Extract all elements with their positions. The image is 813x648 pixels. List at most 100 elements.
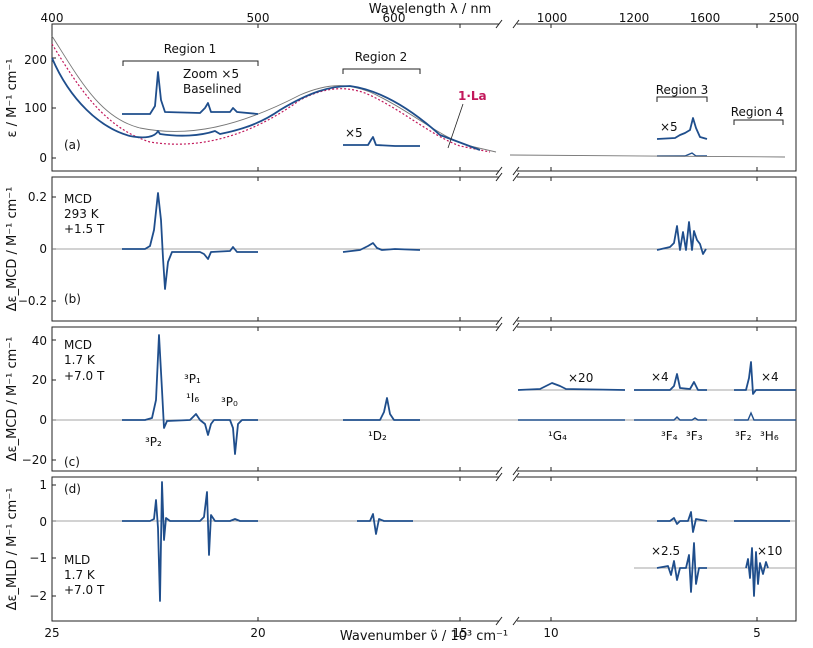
axis-break-mark [495,616,503,626]
region3-multiplier: ×5 [660,120,678,134]
panel-b-ylabel: Δε_MCD / M⁻¹ cm⁻¹ [5,187,20,312]
axis-break-mark [495,172,503,182]
bottom-tick-label: 5 [753,626,761,640]
region3-bracket [656,96,708,102]
top-tick-label: 2500 [769,11,800,25]
axis-break-mark [512,316,520,326]
top-tick-label: 500 [247,11,270,25]
top-tick-label: 600 [383,11,406,25]
transition-label-3F2: ³F₂ [735,429,752,443]
la-label: 1·La [458,89,487,103]
axis-break-mark [495,472,503,482]
region3-label: Region 3 [656,83,709,97]
panel-c-region2-trace [343,397,420,421]
absorbance-main-curve [51,57,481,151]
axis-break-mark [512,172,520,182]
top-tick-label: 400 [41,11,64,25]
top-tick-label: 1200 [619,11,650,25]
transition-label-3H6: ³H₆ [760,429,779,443]
panel-d-region3-zoom-trace [656,542,707,593]
transition-label-1I6: ¹I₆ [186,391,199,405]
region1-bracket [122,60,259,66]
transition-label-3F3: ³F₃ [686,429,703,443]
la-label-leader [447,103,464,149]
panel-b-condition-1: MCD [64,192,92,206]
axis-break [495,18,520,628]
y-tick-label: 0 [39,413,47,427]
y-tick-label: 20 [32,373,47,387]
panel-b-condition-3: +1.5 T [64,222,105,236]
panel-c-condition-3: +7.0 T [64,369,105,383]
panel-b-condition-2: 293 K [64,207,100,221]
y-tick-label: −2 [29,589,47,603]
panel-d-mld-trace [122,481,258,602]
axis-break-mark [495,322,503,332]
y-tick-label: −1 [29,551,47,565]
bottom-axis-title: Wavenumber ν̃ / 10³ cm⁻¹ [340,629,508,644]
y-tick-label: 0.2 [28,190,47,204]
panel-d-condition-2: 1.7 K [64,568,96,582]
axis-break-mark [512,472,520,482]
region4-bracket [733,119,784,125]
bottom-tick-label: 15 [452,626,467,640]
axis-break-mark [512,466,520,476]
panel-c-f-zoom-trace [634,373,707,391]
zoom-label: Zoom ×5 [183,67,239,81]
axis-break-mark [495,166,503,176]
region3-raw-trace [657,152,707,157]
panel-a-curves [51,35,786,158]
panel-b-region3-trace [656,221,707,255]
transition-label-1D2: ¹D₂ [368,429,387,443]
axis-break-mark [495,466,503,476]
panel-d-region4-zoom-trace [745,547,769,597]
region4-label: Region 4 [731,105,784,119]
baselined-label: Baselined [183,82,242,96]
transition-label-1G4: ¹G₄ [548,429,567,443]
la-reference-dotted-curve [51,43,491,153]
axis-break-mark [512,19,520,29]
panel-d-ylabel: Δε_MLD / M⁻¹ cm⁻¹ [5,488,20,611]
axis-break-mark [512,616,520,626]
panel-c-h-trace [734,411,796,421]
transition-label-3P0: ³P₀ [221,395,238,409]
transition-label-3P2: ³P₂ [145,435,162,449]
axis-break-mark [512,322,520,332]
y-tick-label: 0 [39,242,47,256]
y-tick-label: 100 [24,101,47,115]
panel-a-frame [51,23,797,172]
transition-label-3F4: ³F₄ [661,429,678,443]
transition-label-3P1: ³P₁ [184,372,201,386]
region-brackets [122,60,784,125]
panel-c-g4-zoom-trace [517,382,626,391]
panel-d-region4-multiplier: ×10 [757,544,782,558]
panel-b-mcd-trace [122,192,258,290]
y-tick-label: 0 [39,515,47,529]
bottom-tick-label: 10 [543,626,558,640]
axis-break-mark [495,316,503,326]
region2-zoom-trace [343,136,420,147]
y-tick-label: 40 [32,334,47,348]
bottom-tick-label: 20 [250,626,265,640]
region3-zoom-trace [656,117,708,140]
panel-c-condition-2: 1.7 K [64,353,96,367]
y-tick-label: −20 [22,453,47,467]
region1-label: Region 1 [164,42,217,56]
region2-multiplier: ×5 [345,126,363,140]
top-axis-title: Wavelength λ / nm [369,2,492,17]
region1-zoom-trace [122,71,259,115]
y-tick-label: 200 [24,53,47,67]
panel-b-region2-trace [342,242,421,253]
panel-c-g4-multiplier: ×20 [568,371,593,385]
panel-a-ylabel: ε / M⁻¹ cm⁻¹ [5,59,20,138]
panel-d-tag: (d) [64,482,81,496]
nir-baseline-trace [509,154,786,158]
y-tick-label: −0.2 [18,294,47,308]
panel-c-mcd-trace [122,334,258,455]
panel-c-condition-1: MCD [64,338,92,352]
top-tick-label: 1000 [537,11,568,25]
y-tick-label: 0 [39,151,47,165]
panel-c-ylabel: Δε_MCD / M⁻¹ cm⁻¹ [5,337,20,462]
panel-c-h-zoom-trace [734,361,796,395]
region2-bracket [342,68,421,74]
axis-break-mark [495,19,503,29]
